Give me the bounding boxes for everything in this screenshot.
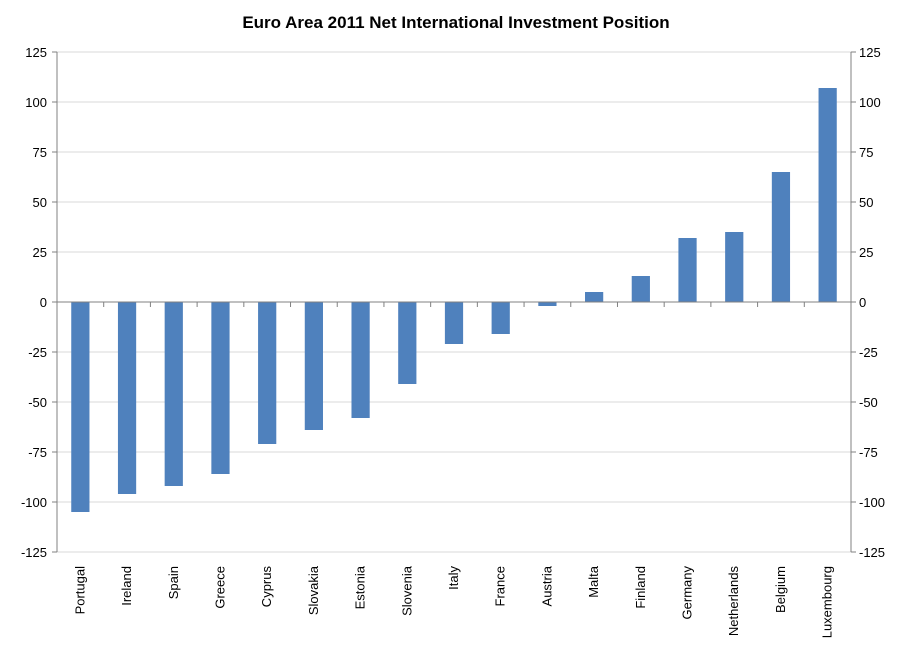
bar-finland xyxy=(631,276,650,302)
bar-austria xyxy=(538,302,557,306)
y-tick-label-right: -75 xyxy=(859,445,878,460)
y-tick-label-left: 25 xyxy=(33,245,47,260)
x-tick-label: Italy xyxy=(446,566,461,590)
gridlines xyxy=(57,51,851,553)
y-tick-label-right: -50 xyxy=(859,395,878,410)
x-tick-label: Austria xyxy=(539,565,554,606)
y-axis-left-ticks: 125 100 75 50 25 0 -25 -50 -75 -100 -125 xyxy=(21,45,47,560)
bar-italy xyxy=(444,302,464,344)
x-tick-label: Cyprus xyxy=(259,566,274,608)
bar-france xyxy=(491,302,510,334)
y-tick-label-right: -25 xyxy=(859,345,878,360)
bar-malta xyxy=(585,292,604,302)
y-tick-label-left: -75 xyxy=(28,445,47,460)
y-tick-label-right: 50 xyxy=(859,195,873,210)
bar-cyprus xyxy=(258,302,277,444)
bar-slovakia xyxy=(304,302,323,430)
x-tick-label: Germany xyxy=(680,566,695,620)
x-tick-label: Ireland xyxy=(119,566,134,606)
x-tick-label: Greece xyxy=(212,566,227,609)
bar-greece xyxy=(211,302,230,474)
y-axis-right-ticks: 125 100 75 50 25 0 -25 -50 -75 -100 -125 xyxy=(859,45,885,560)
bar-portugal xyxy=(71,302,90,512)
bar-belgium xyxy=(771,172,791,302)
y-tick-label-right: -100 xyxy=(859,495,885,510)
y-tick-label-left: 100 xyxy=(25,95,47,110)
y-tick-label-left: 125 xyxy=(25,45,47,60)
x-tick-label: Finland xyxy=(633,566,648,609)
y-tick-label-left: 0 xyxy=(40,295,47,310)
y-tick-label-right: 25 xyxy=(859,245,873,260)
y-tick-label-left: -100 xyxy=(21,495,47,510)
x-tick-label: Malta xyxy=(586,565,601,598)
x-tick-label: Slovakia xyxy=(306,565,321,615)
bars xyxy=(71,88,837,512)
x-axis-labels: Portugal Ireland Spain Greece Cyprus Slovakia… xyxy=(72,565,834,638)
x-tick-label: Spain xyxy=(166,566,181,599)
y-tick-label-right: 0 xyxy=(859,295,866,310)
bar-ireland xyxy=(117,302,137,494)
y-tick-label-left: -50 xyxy=(28,395,47,410)
y-tick-label-left: 50 xyxy=(33,195,47,210)
x-tick-label: Netherlands xyxy=(726,566,741,637)
bar-luxembourg xyxy=(818,88,837,302)
x-tick-label: Portugal xyxy=(72,566,87,615)
x-tick-label: Estonia xyxy=(353,565,368,609)
y-tick-label-right: 100 xyxy=(859,95,881,110)
bar-netherlands xyxy=(725,232,744,302)
x-tick-label: Slovenia xyxy=(399,565,414,616)
x-tick-label: France xyxy=(493,566,508,606)
bar-estonia xyxy=(351,302,370,418)
y-tick-label-right: -125 xyxy=(859,545,885,560)
chart-title: Euro Area 2011 Net International Investm… xyxy=(242,13,669,32)
bar-spain xyxy=(164,302,183,486)
y-tick-label-left: -125 xyxy=(21,545,47,560)
x-tick-label: Luxembourg xyxy=(820,566,835,638)
y-tick-label-right: 75 xyxy=(859,145,873,160)
y-tick-label-left: 75 xyxy=(33,145,47,160)
axes xyxy=(52,51,856,553)
y-tick-label-right: 125 xyxy=(859,45,881,60)
x-tick-label: Belgium xyxy=(773,566,788,613)
bar-germany xyxy=(678,238,697,302)
bar-slovenia xyxy=(398,302,417,384)
y-tick-label-left: -25 xyxy=(28,345,47,360)
